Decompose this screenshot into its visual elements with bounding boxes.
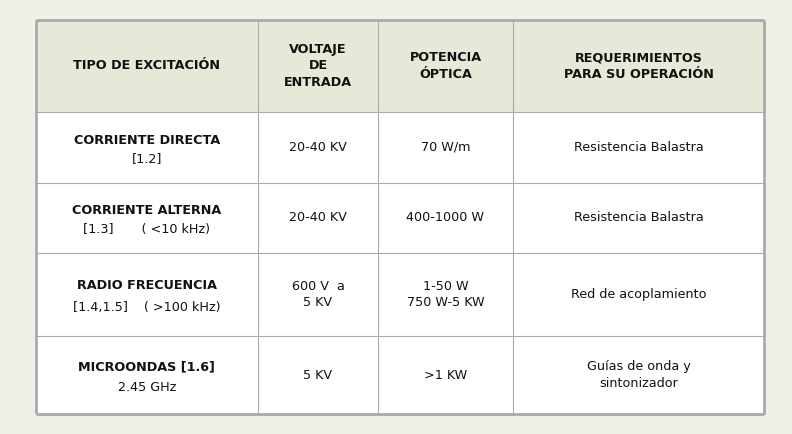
Text: 400-1000 W: 400-1000 W bbox=[406, 211, 485, 224]
Text: RADIO FRECUENCIA: RADIO FRECUENCIA bbox=[77, 279, 217, 292]
Text: CORRIENTE ALTERNA: CORRIENTE ALTERNA bbox=[72, 204, 222, 217]
Text: 600 V  a
5 KV: 600 V a 5 KV bbox=[291, 279, 345, 309]
Text: CORRIENTE DIRECTA: CORRIENTE DIRECTA bbox=[74, 134, 220, 147]
Bar bbox=[36, 20, 764, 112]
Text: Red de acoplamiento: Red de acoplamiento bbox=[571, 288, 706, 301]
Text: [1.4,1.5]    ( >100 kHz): [1.4,1.5] ( >100 kHz) bbox=[73, 301, 220, 314]
Text: 2.45 GHz: 2.45 GHz bbox=[117, 381, 176, 395]
Text: 20-40 KV: 20-40 KV bbox=[289, 211, 347, 224]
Text: Guías de onda y
sintonizador: Guías de onda y sintonizador bbox=[587, 360, 691, 390]
Text: 70 W/m: 70 W/m bbox=[421, 141, 470, 154]
Text: VOLTAJE
DE
ENTRADA: VOLTAJE DE ENTRADA bbox=[284, 43, 352, 89]
Text: [1.3]       ( <10 kHz): [1.3] ( <10 kHz) bbox=[83, 223, 210, 236]
Text: 20-40 KV: 20-40 KV bbox=[289, 141, 347, 154]
Text: [1.2]: [1.2] bbox=[131, 152, 162, 165]
Text: MICROONDAS [1.6]: MICROONDAS [1.6] bbox=[78, 361, 215, 374]
Text: 5 KV: 5 KV bbox=[303, 368, 333, 381]
Text: REQUERIMIENTOS
PARA SU OPERACIÓN: REQUERIMIENTOS PARA SU OPERACIÓN bbox=[564, 51, 714, 81]
Text: TIPO DE EXCITACIÓN: TIPO DE EXCITACIÓN bbox=[73, 59, 220, 72]
Text: Resistencia Balastra: Resistencia Balastra bbox=[573, 211, 703, 224]
Text: POTENCIA
ÓPTICA: POTENCIA ÓPTICA bbox=[409, 51, 482, 81]
Text: Resistencia Balastra: Resistencia Balastra bbox=[573, 141, 703, 154]
Text: 1-50 W
750 W-5 KW: 1-50 W 750 W-5 KW bbox=[406, 279, 485, 309]
Text: >1 KW: >1 KW bbox=[424, 368, 467, 381]
